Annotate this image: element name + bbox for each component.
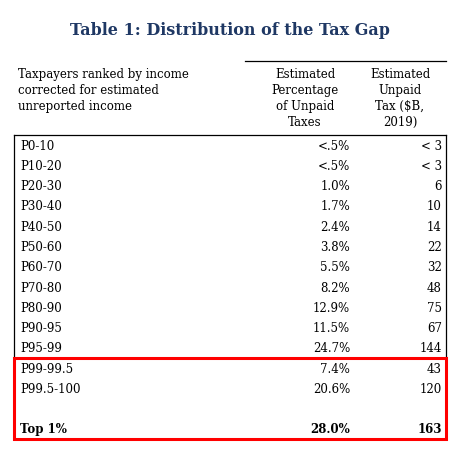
Text: 32: 32 bbox=[426, 261, 441, 274]
Text: < 3: < 3 bbox=[420, 139, 441, 152]
Text: 6: 6 bbox=[434, 180, 441, 193]
Text: 3.8%: 3.8% bbox=[319, 240, 349, 253]
Text: P20-30: P20-30 bbox=[20, 180, 62, 193]
Text: Estimated: Estimated bbox=[274, 68, 335, 81]
Text: 48: 48 bbox=[426, 281, 441, 294]
Text: P10-20: P10-20 bbox=[20, 160, 62, 173]
Text: Estimated: Estimated bbox=[369, 68, 429, 81]
Text: Taxpayers ranked by income: Taxpayers ranked by income bbox=[18, 68, 189, 81]
Text: 8.2%: 8.2% bbox=[319, 281, 349, 294]
Text: P0-10: P0-10 bbox=[20, 139, 54, 152]
Text: 120: 120 bbox=[419, 382, 441, 395]
Text: 12.9%: 12.9% bbox=[312, 301, 349, 314]
Text: Table 1: Distribution of the Tax Gap: Table 1: Distribution of the Tax Gap bbox=[70, 22, 389, 39]
Text: 5.5%: 5.5% bbox=[319, 261, 349, 274]
Text: 144: 144 bbox=[419, 341, 441, 354]
Bar bbox=[14, 358, 445, 439]
Text: P90-95: P90-95 bbox=[20, 321, 62, 334]
Text: < 3: < 3 bbox=[420, 160, 441, 173]
Text: 20.6%: 20.6% bbox=[312, 382, 349, 395]
Text: 1.7%: 1.7% bbox=[319, 200, 349, 213]
Text: 24.7%: 24.7% bbox=[312, 341, 349, 354]
Text: 7.4%: 7.4% bbox=[319, 362, 349, 375]
Text: <.5%: <.5% bbox=[317, 139, 349, 152]
Text: P95-99: P95-99 bbox=[20, 341, 62, 354]
Text: P60-70: P60-70 bbox=[20, 261, 62, 274]
Text: P50-60: P50-60 bbox=[20, 240, 62, 253]
Text: corrected for estimated: corrected for estimated bbox=[18, 84, 158, 97]
Text: 10: 10 bbox=[426, 200, 441, 213]
Text: Taxes: Taxes bbox=[287, 116, 321, 129]
Text: 14: 14 bbox=[426, 220, 441, 233]
Text: Unpaid: Unpaid bbox=[378, 84, 421, 97]
Text: P99.5-100: P99.5-100 bbox=[20, 382, 80, 395]
Text: of Unpaid: of Unpaid bbox=[275, 100, 333, 113]
Text: 2.4%: 2.4% bbox=[319, 220, 349, 233]
Text: 22: 22 bbox=[426, 240, 441, 253]
Text: 28.0%: 28.0% bbox=[309, 423, 349, 435]
Text: Top 1%: Top 1% bbox=[20, 423, 67, 435]
Text: Tax ($B,: Tax ($B, bbox=[375, 100, 424, 113]
Text: 1.0%: 1.0% bbox=[319, 180, 349, 193]
Text: 67: 67 bbox=[426, 321, 441, 334]
Text: P40-50: P40-50 bbox=[20, 220, 62, 233]
Text: 163: 163 bbox=[417, 423, 441, 435]
Text: <.5%: <.5% bbox=[317, 160, 349, 173]
Text: unreported income: unreported income bbox=[18, 100, 132, 113]
Text: P30-40: P30-40 bbox=[20, 200, 62, 213]
Text: P99-99.5: P99-99.5 bbox=[20, 362, 73, 375]
Text: Percentage: Percentage bbox=[271, 84, 338, 97]
Text: 43: 43 bbox=[426, 362, 441, 375]
Text: 11.5%: 11.5% bbox=[312, 321, 349, 334]
Text: P80-90: P80-90 bbox=[20, 301, 62, 314]
Text: 75: 75 bbox=[426, 301, 441, 314]
Text: 2019): 2019) bbox=[382, 116, 416, 129]
Text: P70-80: P70-80 bbox=[20, 281, 62, 294]
